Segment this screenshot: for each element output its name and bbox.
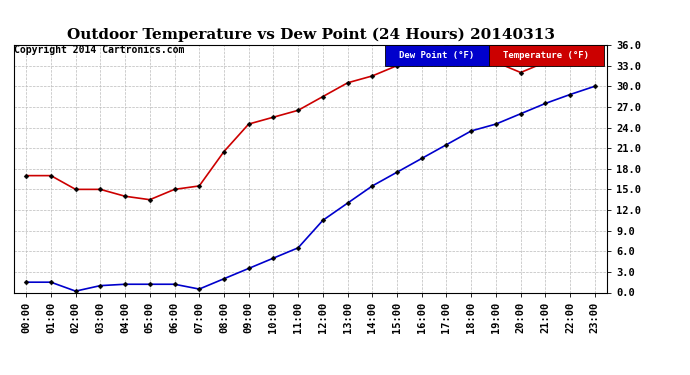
Text: Temperature (°F): Temperature (°F) (504, 51, 589, 60)
Title: Outdoor Temperature vs Dew Point (24 Hours) 20140313: Outdoor Temperature vs Dew Point (24 Hou… (66, 28, 555, 42)
FancyBboxPatch shape (489, 45, 604, 66)
Text: Dew Point (°F): Dew Point (°F) (399, 51, 474, 60)
FancyBboxPatch shape (385, 45, 489, 66)
Text: Copyright 2014 Cartronics.com: Copyright 2014 Cartronics.com (14, 45, 184, 55)
